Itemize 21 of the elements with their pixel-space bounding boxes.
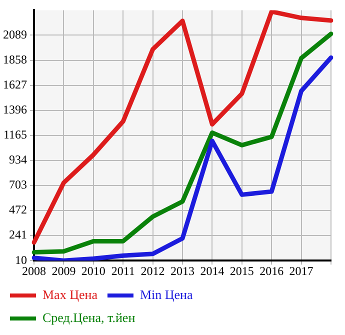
y-tick-label: 2089 (3, 27, 27, 42)
x-tick-label: 2012 (140, 264, 165, 278)
x-tick-label: 2015 (230, 264, 254, 278)
x-tick-label: 2009 (52, 264, 76, 278)
y-tick-label: 1396 (3, 102, 27, 117)
x-tick-label: 2010 (81, 264, 106, 278)
x-tick-label: 2011 (111, 264, 135, 278)
y-tick-label: 241 (9, 228, 27, 242)
x-tick-label: 2013 (170, 264, 194, 278)
y-tick-label: 1165 (3, 128, 27, 142)
x-tick-label: 2016 (260, 264, 284, 278)
x-tick-label: 2017 (289, 264, 314, 278)
y-tick-label: 703 (9, 178, 27, 192)
y-tick-label: 934 (9, 152, 27, 167)
y-tick-label: 472 (9, 202, 27, 217)
x-tick-label: 2014 (200, 264, 224, 278)
y-tick-label: 1858 (3, 52, 27, 66)
y-tick-label: 1627 (3, 77, 27, 92)
legend-label: Max Цена (42, 286, 98, 302)
legend-label: Min Цена (140, 286, 193, 302)
legend-label: Сред.Цена, т.йен (42, 310, 136, 325)
